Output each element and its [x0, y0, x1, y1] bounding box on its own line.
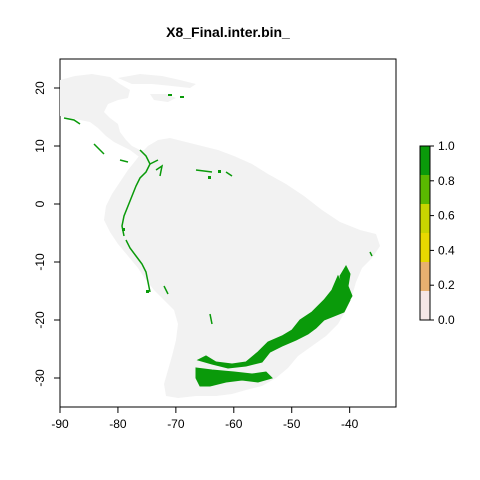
x-tick-label: -90 — [51, 417, 69, 431]
legend-tick-label: 0.4 — [438, 243, 455, 257]
legend-swatch — [420, 204, 430, 234]
y-tick-label: 10 — [33, 139, 47, 153]
legend-swatch — [420, 175, 430, 205]
legend-tick-label: 0.2 — [438, 278, 455, 292]
legend-tick-label: 0.0 — [438, 313, 455, 327]
land-mexico-central-america — [60, 74, 152, 158]
land-caribbean-islands — [118, 74, 196, 88]
legend-swatch — [420, 291, 430, 321]
presence-coastal-strip — [339, 264, 353, 308]
presence-south-tip — [195, 367, 273, 387]
land-layer — [60, 74, 380, 398]
x-tick-label: -80 — [109, 417, 127, 431]
legend-swatch — [420, 233, 430, 263]
color-legend: 1.0 0.8 0.6 0.4 0.2 0.0 — [419, 139, 455, 327]
legend-tick-label: 1.0 — [438, 139, 455, 153]
y-tick-label: -30 — [33, 369, 47, 387]
x-axis: -90 -80 -70 -60 -50 -40 — [51, 407, 359, 431]
legend-tick-label: 0.6 — [438, 209, 455, 223]
y-tick-label: 20 — [33, 81, 47, 95]
y-tick-label: -10 — [33, 253, 47, 271]
map-title: X8_Final.inter.bin_ — [166, 24, 290, 40]
land-south-america — [104, 138, 380, 398]
x-tick-label: -50 — [283, 417, 301, 431]
y-tick-label: 0 — [33, 200, 47, 207]
presence-scattered — [63, 117, 373, 325]
y-tick-label: -20 — [33, 311, 47, 329]
legend-tick-label: 0.8 — [438, 174, 455, 188]
presence-dots — [122, 94, 221, 293]
presence-layer — [63, 94, 373, 387]
x-tick-label: -70 — [167, 417, 185, 431]
y-axis: 20 10 0 -10 -20 -30 — [33, 81, 60, 387]
x-tick-label: -60 — [225, 417, 243, 431]
x-tick-label: -40 — [341, 417, 359, 431]
legend-swatch — [420, 262, 430, 292]
legend-frame — [419, 145, 431, 321]
legend-swatch — [420, 146, 430, 176]
